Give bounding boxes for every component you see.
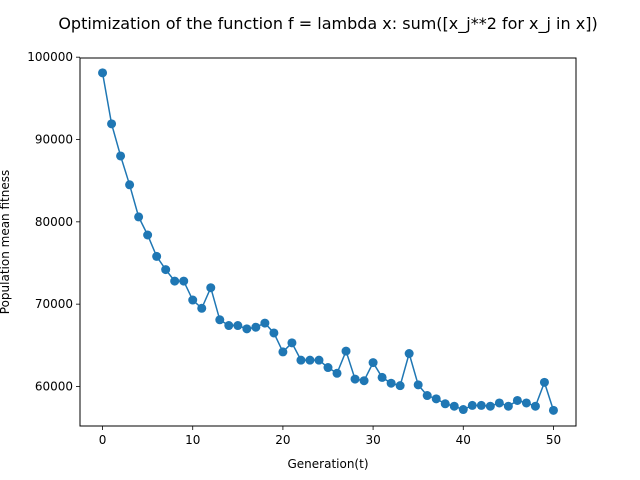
- chart-title: Optimization of the function f = lambda …: [58, 14, 597, 34]
- data-point: [440, 399, 450, 409]
- data-point: [431, 394, 441, 404]
- x-tick-label: 0: [99, 433, 107, 447]
- data-point: [152, 251, 162, 261]
- data-point: [260, 318, 270, 328]
- y-tick-label: 100000: [27, 50, 73, 64]
- data-point: [404, 349, 414, 359]
- data-point: [242, 324, 252, 334]
- x-axis-label: Generation(t): [287, 457, 368, 471]
- data-point: [215, 315, 225, 325]
- x-axis: 0 10 20 30 40 50: [99, 426, 561, 447]
- y-tick-label: 90000: [35, 133, 73, 147]
- data-point: [539, 377, 549, 387]
- data-point: [161, 265, 171, 275]
- data-point: [233, 321, 243, 331]
- data-point: [530, 401, 540, 411]
- x-tick-label: 10: [185, 433, 200, 447]
- data-point: [548, 405, 558, 415]
- data-point: [449, 401, 459, 411]
- x-tick-label: 30: [365, 433, 380, 447]
- y-tick-label: 70000: [35, 297, 73, 311]
- data-point: [305, 355, 315, 365]
- data-point: [395, 381, 405, 391]
- data-point: [170, 276, 180, 286]
- data-point: [476, 400, 486, 410]
- data-point: [296, 355, 306, 365]
- data-point: [485, 401, 495, 411]
- data-point: [413, 380, 423, 390]
- data-point: [494, 398, 504, 408]
- data-point: [521, 398, 531, 408]
- data-point: [359, 376, 369, 386]
- data-point: [116, 151, 126, 161]
- data-point: [512, 395, 522, 405]
- data-point: [179, 276, 189, 286]
- data-point: [107, 119, 117, 129]
- data-point: [188, 295, 198, 305]
- data-point: [368, 358, 378, 368]
- data-point: [386, 378, 396, 388]
- data-point: [269, 328, 279, 338]
- data-point: [467, 400, 477, 410]
- y-tick-label: 60000: [35, 379, 73, 393]
- data-point: [251, 322, 261, 332]
- data-point: [98, 68, 108, 78]
- x-tick-label: 40: [456, 433, 471, 447]
- data-point: [143, 230, 153, 240]
- data-point: [350, 374, 360, 384]
- data-point: [332, 368, 342, 378]
- data-point: [134, 212, 144, 222]
- data-point: [287, 338, 297, 348]
- y-tick-label: 80000: [35, 215, 73, 229]
- data-point: [278, 347, 288, 357]
- data-point: [206, 283, 216, 293]
- x-tick-label: 50: [546, 433, 561, 447]
- data-point: [422, 391, 432, 401]
- data-point: [323, 363, 333, 373]
- y-axis-label: Population mean fitness: [0, 170, 12, 314]
- data-point: [314, 355, 324, 365]
- data-point: [458, 405, 468, 415]
- data-point: [125, 180, 135, 190]
- y-axis: 60000 70000 80000 90000 100000: [27, 50, 80, 393]
- x-tick-label: 20: [275, 433, 290, 447]
- data-point: [224, 321, 234, 331]
- data-point: [503, 401, 513, 411]
- data-point: [197, 303, 207, 313]
- data-point: [341, 346, 351, 356]
- series-markers: [98, 68, 558, 415]
- data-point: [377, 372, 387, 382]
